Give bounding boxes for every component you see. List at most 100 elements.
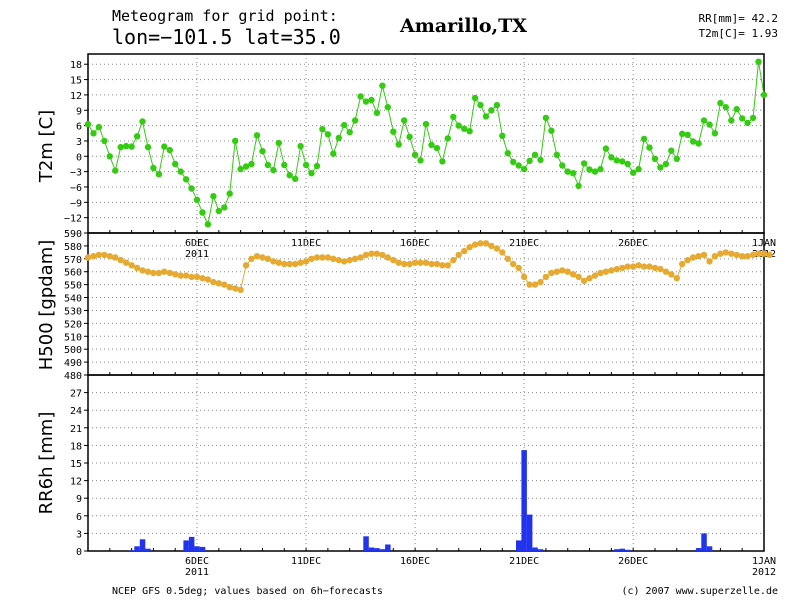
h500-point	[242, 262, 250, 269]
h500-point	[177, 272, 184, 279]
t2m-point	[166, 146, 173, 154]
t2m-point	[330, 150, 337, 157]
location-label: Amarillo,TX	[399, 15, 527, 37]
h500-point	[390, 256, 397, 264]
rr6h-date-label: 26DEC	[618, 556, 648, 567]
t2m-point	[526, 157, 533, 165]
rr6h-frame	[87, 374, 765, 552]
h500-ytick-label: 570	[64, 255, 82, 266]
rr6h-bar	[614, 549, 620, 551]
t2m-point	[84, 120, 92, 128]
t2m-point	[128, 143, 135, 150]
t2m-point	[510, 158, 517, 166]
t2m-point	[161, 143, 168, 150]
t2m-point	[760, 91, 768, 99]
t2m-point	[586, 166, 593, 173]
h500-point	[619, 264, 626, 272]
t2m-point	[471, 94, 479, 102]
t2m-point	[749, 114, 757, 122]
t2m-point	[717, 99, 724, 107]
rr-total-label: RR[mm]= 42.2	[699, 12, 778, 25]
h500-point	[575, 273, 582, 281]
h500-point	[749, 251, 757, 259]
h500-point	[700, 251, 708, 259]
h500-point	[188, 273, 195, 281]
h500-point	[591, 272, 599, 279]
t2m-point	[401, 117, 408, 124]
t2m-point	[362, 98, 370, 105]
rr6h-bar	[368, 547, 375, 551]
h500-point	[564, 268, 571, 275]
h500-point	[379, 251, 386, 259]
t2m-point	[248, 160, 255, 168]
h500-point	[553, 268, 560, 275]
h500-point	[297, 259, 304, 266]
t2m-point	[308, 170, 315, 177]
h500-point	[373, 250, 381, 257]
h500-point	[570, 271, 577, 278]
t2m-point	[515, 162, 522, 169]
h500-point	[226, 284, 233, 291]
t2m-point	[553, 151, 560, 158]
t2m-now-label: T2m[C]= 1.93	[699, 27, 778, 40]
t2m-point	[106, 153, 114, 160]
h500-point	[166, 269, 173, 277]
h500-point	[422, 259, 430, 266]
t2m-point	[542, 114, 550, 122]
t2m-point	[755, 58, 762, 65]
t2m-date-label: 21DEC	[509, 238, 539, 249]
t2m-date-label: 11DEC	[291, 238, 321, 249]
t2m-point	[204, 221, 212, 228]
t2m-point	[384, 104, 391, 111]
h500-point	[728, 250, 735, 257]
h500-point	[651, 264, 659, 272]
h500-point	[253, 253, 261, 260]
t2m-point	[335, 134, 342, 142]
h500-point	[548, 269, 555, 277]
t2m-point	[728, 117, 735, 124]
t2m-point	[640, 135, 648, 143]
t2m-point	[531, 151, 539, 158]
rr6h-bar	[194, 546, 200, 551]
t2m-point	[373, 109, 381, 117]
t2m-point	[733, 106, 740, 113]
rr6h-bar	[374, 548, 380, 551]
h500-point	[624, 263, 631, 270]
h500-point	[613, 265, 620, 273]
t2m-point	[417, 157, 424, 164]
t2m-ytick-label: 9	[76, 106, 82, 117]
h500-point	[286, 260, 293, 268]
t2m-point	[90, 130, 97, 137]
rr6h-date-label: 6DEC	[185, 556, 209, 567]
h500-ytick-label: 550	[64, 281, 82, 292]
h500-point	[706, 258, 713, 265]
t2m-point	[411, 151, 419, 158]
t2m-point	[341, 121, 348, 129]
h500-ytick-label: 510	[64, 332, 82, 343]
h500-point	[444, 262, 451, 269]
t2m-date-label: 16DEC	[400, 238, 430, 249]
t2m-point	[711, 130, 719, 137]
h500-point	[760, 250, 768, 257]
t2m-point	[286, 172, 293, 179]
h500-point	[766, 251, 773, 259]
rr6h-bar	[706, 546, 713, 551]
h500-ytick-label: 490	[64, 358, 82, 369]
title-line-1: Meteogram for grid point:	[112, 7, 338, 25]
rr6h-date-label: 1JAN	[752, 556, 776, 567]
t2m-point	[657, 164, 664, 171]
t2m-ytick-label: −9	[70, 198, 82, 209]
h500-point	[292, 260, 299, 268]
t2m-point	[139, 118, 146, 125]
t2m-point	[461, 125, 468, 132]
t2m-point	[357, 93, 364, 100]
source-note: NCEP GFS 0.5deg; values based on 6h−fore…	[112, 586, 383, 597]
t2m-point	[390, 128, 397, 135]
h500-point	[324, 254, 332, 261]
h500-point	[406, 260, 413, 268]
t2m-point	[210, 193, 217, 200]
rr6h-bar	[183, 540, 189, 551]
